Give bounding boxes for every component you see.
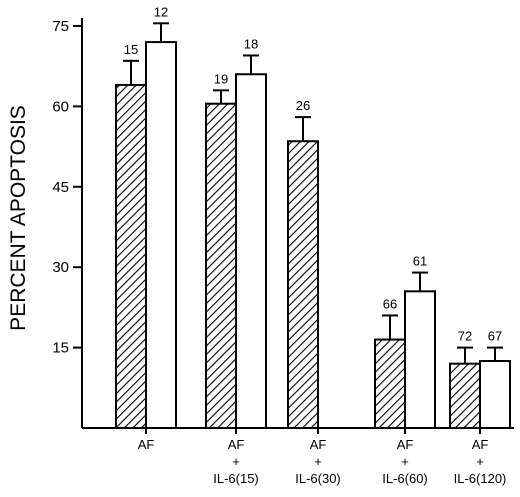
y-tick-label: 45: [52, 179, 69, 196]
category-label: IL-6(60): [382, 471, 428, 486]
data-label: 12: [154, 4, 168, 19]
y-tick-label: 15: [52, 340, 69, 357]
y-axis-label: PERCENT APOPTOSIS: [7, 105, 30, 331]
bars: [115, 22, 511, 430]
category-label: AF: [228, 437, 245, 452]
bar-hatched: [205, 102, 237, 429]
category-label: AF: [397, 437, 414, 452]
y-tick-label: 60: [52, 98, 69, 115]
data-label: 19: [214, 71, 228, 86]
data-label: 15: [124, 42, 138, 57]
bar-hatched: [374, 338, 406, 429]
data-label: 72: [458, 329, 472, 344]
category-label: +: [314, 454, 322, 469]
data-label: 26: [296, 98, 310, 113]
category-label: IL-6(30): [295, 471, 341, 486]
data-label: 18: [244, 36, 258, 51]
y-tick-label: 30: [52, 259, 69, 276]
data-label: 66: [383, 296, 397, 311]
category-label: AF: [472, 437, 489, 452]
bar-hatched: [287, 140, 319, 430]
bar-hatched: [449, 362, 481, 429]
category-label: IL-6(120): [454, 471, 507, 486]
y-tick-label: 75: [52, 18, 69, 35]
category-label: AF: [138, 437, 155, 452]
bar-open: [479, 360, 511, 429]
labels: 15 19 26 66 72 12 18 61 67 AF AF + IL-6(15) AF + IL-6(3…: [124, 4, 507, 486]
bar-hatched: [115, 83, 147, 430]
category-label: IL-6(15): [213, 471, 259, 486]
category-label: +: [476, 454, 484, 469]
bar-open: [145, 41, 177, 430]
data-label: 67: [488, 329, 502, 344]
category-label: +: [401, 454, 409, 469]
bar-open: [404, 290, 436, 429]
bar-open: [235, 73, 267, 430]
category-label: +: [232, 454, 240, 469]
category-label: AF: [310, 437, 327, 452]
data-label: 61: [413, 254, 427, 269]
